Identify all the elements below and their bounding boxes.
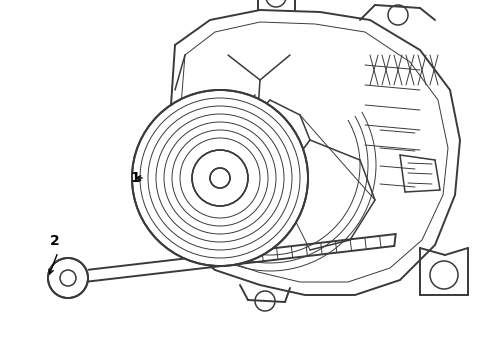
Circle shape — [210, 168, 230, 188]
Circle shape — [192, 150, 248, 206]
Text: 2: 2 — [50, 234, 60, 248]
Circle shape — [132, 90, 308, 266]
Text: 1: 1 — [130, 171, 140, 185]
Circle shape — [48, 258, 88, 298]
